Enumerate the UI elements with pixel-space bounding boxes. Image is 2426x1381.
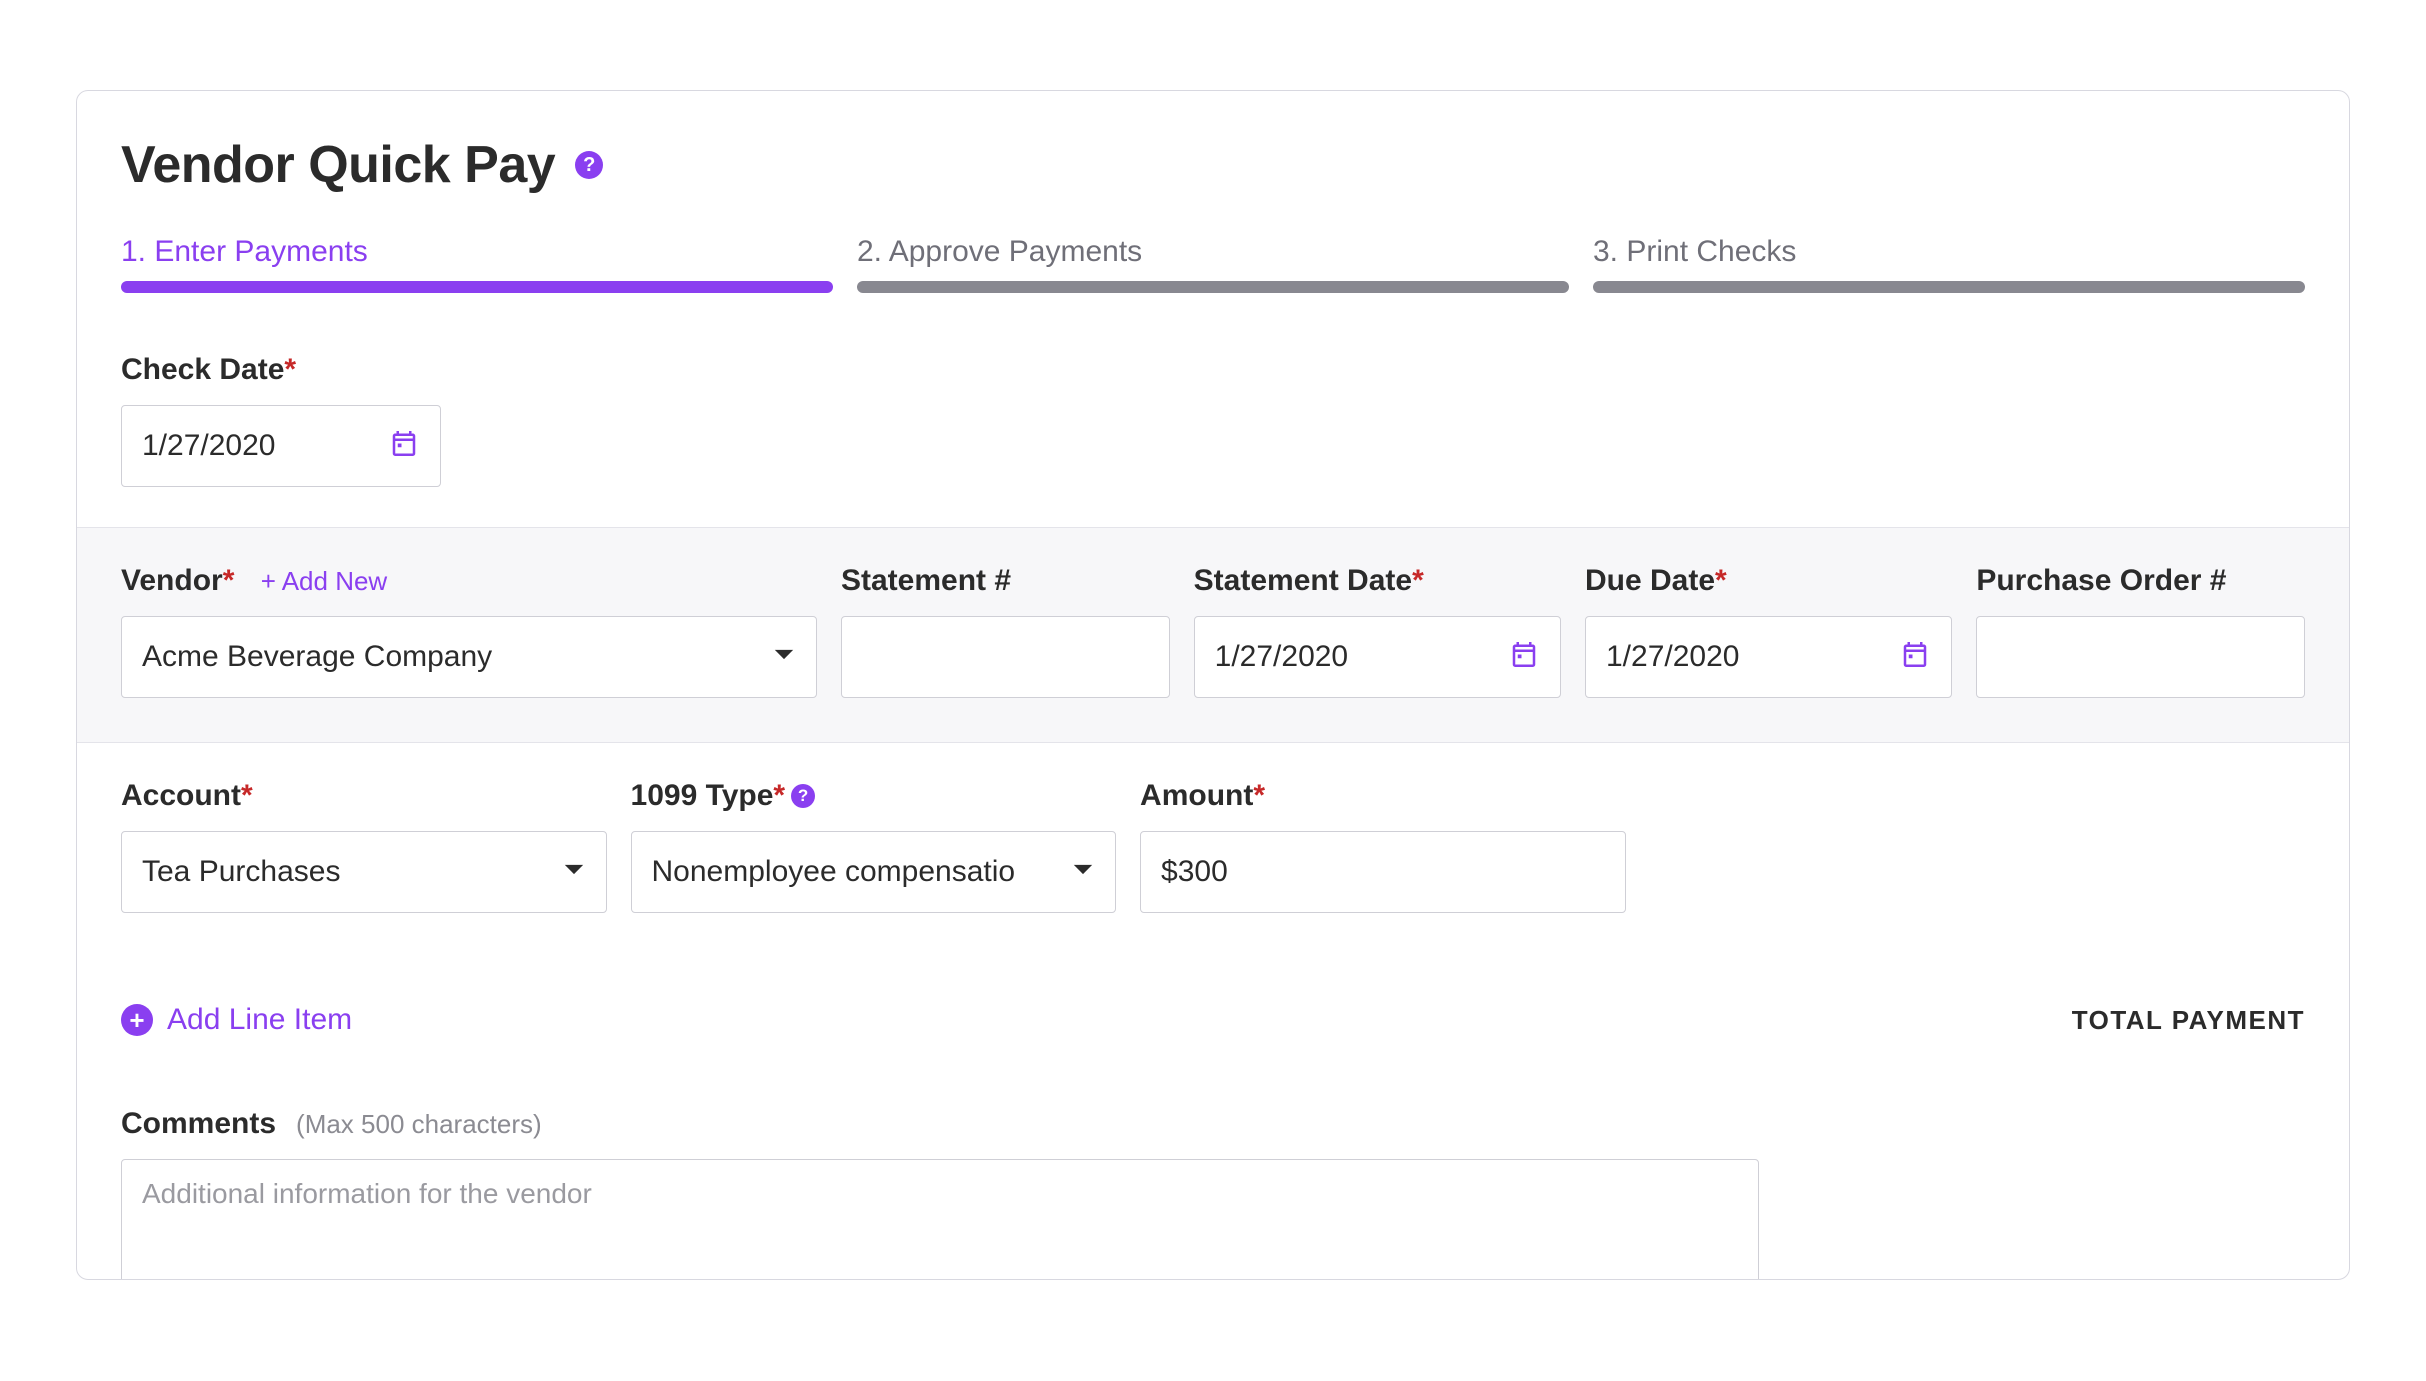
amount-label: Amount*	[1140, 779, 1626, 813]
purchase-order-input[interactable]	[1976, 616, 2305, 698]
check-date-field: Check Date*	[121, 353, 2305, 487]
check-date-label: Check Date*	[121, 353, 2305, 387]
1099-type-label: 1099 Type* ?	[631, 779, 1117, 813]
add-new-vendor-link[interactable]: + Add New	[261, 566, 387, 596]
step-label: 3. Print Checks	[1593, 235, 2305, 269]
comments-field: Comments (Max 500 characters)	[121, 1107, 2305, 1280]
statement-date-input[interactable]	[1194, 616, 1561, 698]
required-asterisk: *	[1412, 564, 1424, 597]
vendor-details-row: Vendor* + Add New Statement # Statement …	[77, 527, 2349, 743]
statement-number-label: Statement #	[841, 564, 1170, 598]
due-date-input[interactable]	[1585, 616, 1952, 698]
required-asterisk: *	[284, 353, 296, 386]
check-date-input[interactable]	[121, 405, 441, 487]
page-title: Vendor Quick Pay	[121, 135, 555, 195]
vendor-quick-pay-panel: Vendor Quick Pay ? 1. Enter Payments 2. …	[76, 90, 2350, 1280]
total-payment-label: TOTAL PAYMENT	[2072, 1005, 2305, 1036]
required-asterisk: *	[773, 779, 785, 813]
step-bar	[121, 281, 833, 293]
required-asterisk: *	[1715, 564, 1727, 597]
step-enter-payments[interactable]: 1. Enter Payments	[121, 235, 833, 293]
vendor-label: Vendor* + Add New	[121, 564, 817, 598]
step-label: 2. Approve Payments	[857, 235, 1569, 269]
required-asterisk: *	[223, 564, 235, 597]
add-line-item-button[interactable]: + Add Line Item	[121, 1003, 352, 1037]
add-line-item-label: Add Line Item	[167, 1003, 352, 1037]
comments-hint: (Max 500 characters)	[296, 1109, 542, 1140]
due-date-label: Due Date*	[1585, 564, 1952, 598]
step-label: 1. Enter Payments	[121, 235, 833, 269]
purchase-order-label: Purchase Order #	[1976, 564, 2305, 598]
statement-number-input[interactable]	[841, 616, 1170, 698]
help-icon[interactable]: ?	[575, 151, 603, 179]
step-bar	[857, 281, 1569, 293]
step-approve-payments[interactable]: 2. Approve Payments	[857, 235, 1569, 293]
progress-stepper: 1. Enter Payments 2. Approve Payments 3.…	[121, 235, 2305, 293]
1099-type-select[interactable]	[631, 831, 1117, 913]
plus-circle-icon: +	[121, 1004, 153, 1036]
step-print-checks[interactable]: 3. Print Checks	[1593, 235, 2305, 293]
amount-input[interactable]	[1140, 831, 1626, 913]
help-icon[interactable]: ?	[791, 784, 815, 808]
account-label: Account*	[121, 779, 607, 813]
statement-date-label: Statement Date*	[1194, 564, 1561, 598]
required-asterisk: *	[1253, 779, 1265, 812]
page-header: Vendor Quick Pay ?	[121, 135, 2305, 195]
required-asterisk: *	[241, 779, 253, 812]
comments-textarea[interactable]	[121, 1159, 1759, 1280]
step-bar	[1593, 281, 2305, 293]
add-line-total-row: + Add Line Item TOTAL PAYMENT	[121, 1003, 2305, 1037]
vendor-select[interactable]	[121, 616, 817, 698]
line-item-row: Account* 1099 Type* ?	[121, 743, 2305, 913]
comments-label: Comments	[121, 1107, 276, 1141]
account-select[interactable]	[121, 831, 607, 913]
